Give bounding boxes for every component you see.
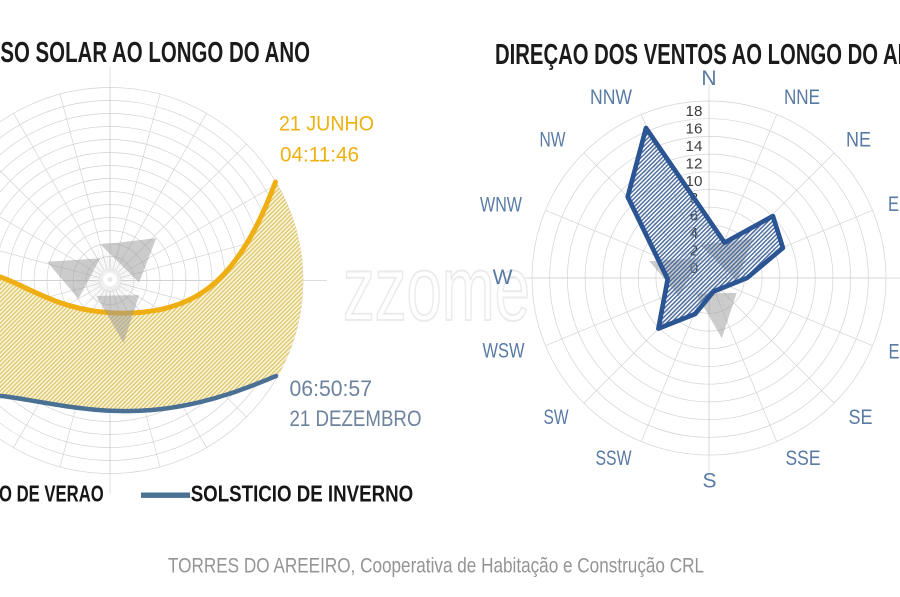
svg-text:PERCURSO SOLAR AO LONGO DO ANO: PERCURSO SOLAR AO LONGO DO ANO [0, 37, 310, 69]
svg-text:14: 14 [686, 138, 703, 155]
svg-text:NE: NE [846, 129, 871, 152]
svg-text:W: W [493, 266, 513, 289]
svg-text:SOLSTICIO DE VERAO: SOLSTICIO DE VERAO [0, 481, 104, 507]
svg-text:10: 10 [686, 173, 703, 190]
svg-text:NW: NW [540, 129, 566, 152]
svg-text:21 JUNHO: 21 JUNHO [279, 113, 374, 136]
svg-text:04:11:46: 04:11:46 [280, 144, 359, 167]
svg-text:SE: SE [849, 406, 873, 429]
svg-text:16: 16 [686, 121, 703, 138]
svg-text:zzome: zzome [343, 238, 530, 340]
svg-text:S: S [702, 470, 716, 493]
svg-text:TORRES DO AREEIRO, Cooperativa: TORRES DO AREEIRO, Cooperativa de Habita… [168, 555, 704, 578]
svg-text:06:50:57: 06:50:57 [290, 376, 373, 401]
svg-text:SW: SW [544, 406, 569, 429]
svg-text:WNW: WNW [480, 194, 522, 217]
svg-text:DIREÇAO DOS VENTOS AO LONGO DO: DIREÇAO DOS VENTOS AO LONGO DO ANO [495, 39, 900, 71]
svg-text:ENE: ENE [888, 193, 900, 216]
svg-text:SOLSTICIO DE INVERNO: SOLSTICIO DE INVERNO [191, 481, 414, 507]
svg-text:ESE: ESE [889, 341, 900, 364]
svg-text:N: N [701, 67, 716, 90]
svg-text:18: 18 [686, 103, 703, 120]
svg-text:21 DEZEMBRO: 21 DEZEMBRO [290, 406, 422, 431]
svg-text:SSE: SSE [786, 447, 821, 470]
svg-text:WSW: WSW [483, 340, 525, 363]
svg-text:NNW: NNW [590, 86, 632, 109]
svg-text:NNE: NNE [784, 86, 820, 109]
svg-text:12: 12 [686, 155, 703, 172]
svg-text:SSW: SSW [596, 447, 632, 470]
